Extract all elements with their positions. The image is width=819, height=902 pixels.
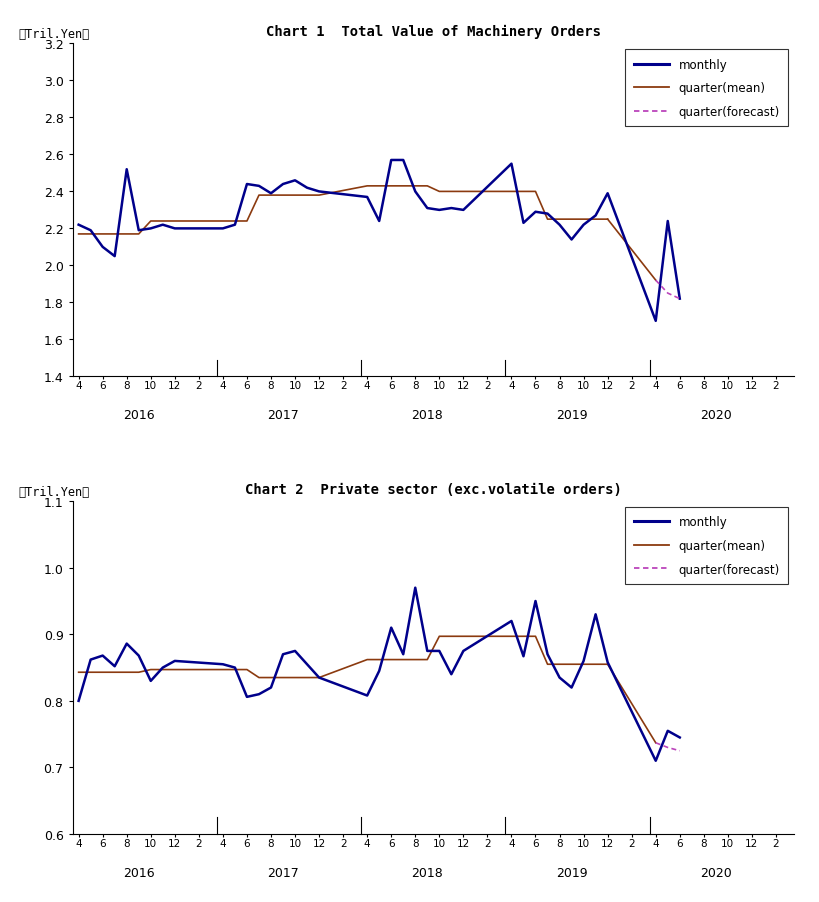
Text: （Tril.Yen）: （Tril.Yen） (19, 28, 90, 41)
Text: 2019: 2019 (556, 866, 587, 879)
Text: 2016: 2016 (123, 409, 155, 421)
Text: 2018: 2018 (411, 409, 443, 421)
Legend: monthly, quarter(mean), quarter(forecast): monthly, quarter(mean), quarter(forecast… (626, 51, 788, 127)
Text: 2017: 2017 (267, 409, 299, 421)
Text: 2016: 2016 (123, 866, 155, 879)
Text: 2018: 2018 (411, 866, 443, 879)
Text: （Tril.Yen）: （Tril.Yen） (19, 485, 90, 498)
Title: Chart 1  Total Value of Machinery Orders: Chart 1 Total Value of Machinery Orders (266, 25, 601, 39)
Text: 2020: 2020 (700, 409, 731, 421)
Text: 2020: 2020 (700, 866, 731, 879)
Text: 2019: 2019 (556, 409, 587, 421)
Legend: monthly, quarter(mean), quarter(forecast): monthly, quarter(mean), quarter(forecast… (626, 508, 788, 584)
Title: Chart 2  Private sector (exc.volatile orders): Chart 2 Private sector (exc.volatile ord… (245, 483, 622, 496)
Text: 2017: 2017 (267, 866, 299, 879)
